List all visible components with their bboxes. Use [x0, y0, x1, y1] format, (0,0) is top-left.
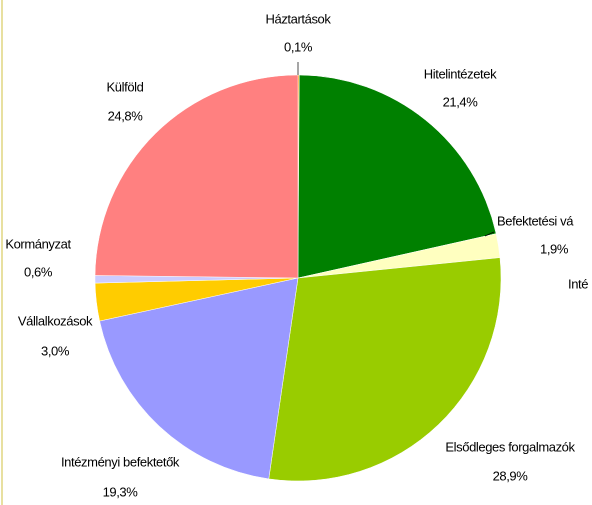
slice-value-label: 19,3% [103, 484, 139, 499]
slice-value-label: 0,1% [284, 39, 313, 54]
slice-label: Vállalkozások [18, 313, 93, 328]
slice-value-label: 24,8% [108, 108, 144, 123]
pie-slice [297, 74, 497, 279]
leader-line [484, 231, 495, 237]
pie-slice [99, 277, 299, 480]
slice-label: Intézményi befektetők [61, 454, 180, 469]
pie-slice [268, 257, 502, 482]
slice-label: Hitelintézetek [424, 66, 497, 81]
slice-value-label: 28,9% [493, 468, 529, 483]
slice-label: Háztartások [266, 11, 332, 26]
slice-label: Külföld [107, 79, 144, 94]
pie-slice [94, 74, 299, 279]
annotation: Inté [568, 276, 588, 291]
slice-label: Elsődleges forgalmazók [445, 439, 575, 454]
slice-label: Befektetési vá [497, 213, 574, 228]
slice-value-label: 3,0% [41, 343, 70, 358]
slice-value-label: 1,9% [540, 241, 569, 256]
slice-value-label: 0,6% [24, 264, 53, 279]
slice-label: Kormányzat [5, 236, 71, 251]
slice-value-label: 21,4% [443, 94, 479, 109]
